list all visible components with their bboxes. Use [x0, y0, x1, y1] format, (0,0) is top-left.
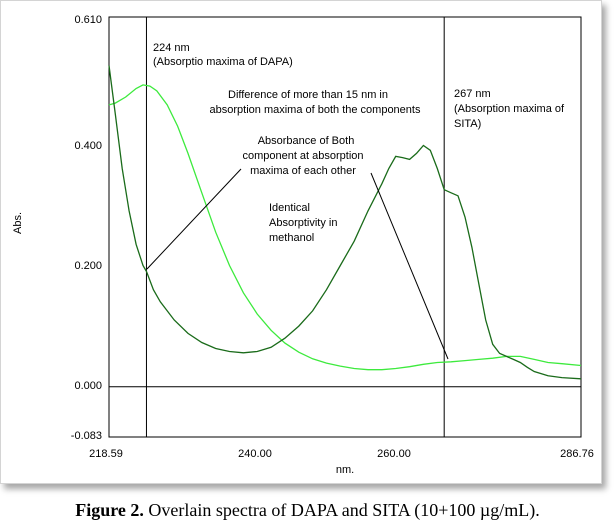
y-tick-label: 0.000	[74, 380, 102, 392]
identical-absorptivity-annotation: Absorptivity in	[269, 217, 337, 229]
dapa-annotation: (Absorptio maxima of DAPA)	[153, 56, 293, 68]
y-axis-label: Abs.	[12, 212, 24, 234]
sita-annotation: 267 nm	[454, 88, 491, 100]
both-component-annotation: maxima of each other	[250, 165, 356, 177]
both-component-annotation: Absorbance of Both	[258, 135, 355, 147]
difference-annotation: absorption maxima of both the components	[210, 104, 421, 116]
figure-caption-text: Overlain spectra of DAPA and SITA (10+10…	[143, 500, 540, 520]
x-tick-label: 218.59	[89, 448, 123, 460]
figure-label: Figure 2.	[75, 500, 144, 520]
plot-area	[108, 16, 582, 438]
both-component-annotation: component at absorption	[242, 150, 363, 162]
dapa-annotation: 224 nm	[153, 42, 190, 54]
pointer-line	[370, 172, 449, 360]
chart-frame: 0.610 0.400 0.200 0.000 -0.083 218.59 24…	[0, 0, 602, 484]
identical-absorptivity-annotation: Identical	[269, 202, 310, 214]
spectra-chart: 0.610 0.400 0.200 0.000 -0.083 218.59 24…	[12, 14, 594, 476]
difference-annotation: Difference of more than 15 nm in	[228, 89, 388, 101]
x-tick-label: 286.76	[560, 448, 594, 460]
x-axis-label: nm.	[336, 464, 354, 476]
series-line-light	[108, 84, 582, 371]
sita-annotation: (Absorption maxima of	[454, 103, 565, 115]
x-tick-label: 260.00	[377, 448, 411, 460]
y-tick-label: 0.400	[74, 140, 102, 152]
figure-caption: Figure 2. Overlain spectra of DAPA and S…	[0, 500, 615, 521]
y-tick-label: 0.200	[74, 260, 102, 272]
y-tick-label: 0.610	[74, 14, 102, 26]
identical-absorptivity-annotation: methanol	[269, 232, 314, 244]
sita-annotation: SITA)	[454, 118, 481, 130]
y-tick-label: -0.083	[71, 430, 102, 442]
x-tick-label: 240.00	[238, 448, 272, 460]
pointer-line	[146, 168, 242, 270]
series-line-dark	[108, 65, 582, 380]
